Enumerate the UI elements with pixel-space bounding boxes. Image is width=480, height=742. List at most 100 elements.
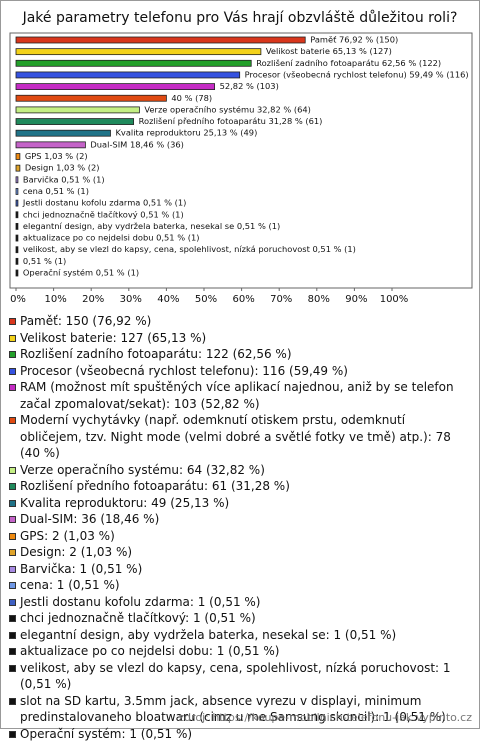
bar xyxy=(16,60,251,66)
bar-label: Velikost baterie 65,13 % (127) xyxy=(266,46,392,56)
legend-swatch xyxy=(9,731,16,738)
bar xyxy=(16,188,18,194)
legend-label: Kvalita reproduktoru: 49 (25,13 %) xyxy=(20,496,229,510)
legend-label: Rozlišení předního fotoaparátu: 61 (31,2… xyxy=(20,479,290,493)
bar-label: Paměť 76,92 % (150) xyxy=(310,35,398,45)
bar xyxy=(16,72,240,78)
legend-item: cena: 1 (0,51 %) xyxy=(8,577,470,594)
bar xyxy=(16,142,85,148)
bar-label: Design 1,03 % (2) xyxy=(25,163,100,173)
x-tick-label: 10% xyxy=(44,294,66,305)
bar-label: 0,51 % (1) xyxy=(23,256,66,266)
x-tick-label: 50% xyxy=(195,294,217,305)
bar xyxy=(16,235,18,241)
legend-item: Verze operačního systému: 64 (32,82 %) xyxy=(8,462,470,479)
legend-swatch xyxy=(9,566,16,573)
x-tick-label: 80% xyxy=(308,294,330,305)
legend-item: Rozlišení zadního fotoaparátu: 122 (62,5… xyxy=(8,346,470,363)
bar xyxy=(16,119,134,125)
x-tick-label: 0% xyxy=(10,294,26,305)
x-tick-label: 90% xyxy=(345,294,367,305)
bar-label: Rozlišení předního fotoaparátu 31,28 % (… xyxy=(139,116,323,126)
legend-label: elegantní design, aby vydržela baterka, … xyxy=(20,628,396,642)
legend-label: Velikost baterie: 127 (65,13 %) xyxy=(20,331,206,345)
x-tick-label: 30% xyxy=(120,294,142,305)
x-tick-label: 60% xyxy=(232,294,254,305)
bar-label: aktualizace po co nejdelsi dobu 0,51 % (… xyxy=(23,233,200,243)
legend-label: Barvička: 1 (0,51 %) xyxy=(20,562,142,576)
legend-swatch xyxy=(9,665,16,672)
legend-label: Design: 2 (1,03 %) xyxy=(20,545,132,559)
legend-label: RAM (možnost mít spuštěných více aplikac… xyxy=(20,380,454,411)
legend-swatch xyxy=(9,351,16,358)
legend-label: velikost, aby se vlezl do kapsy, cena, s… xyxy=(20,661,451,692)
legend-swatch xyxy=(9,615,16,622)
legend-item: GPS: 2 (1,03 %) xyxy=(8,528,470,545)
bar-label: cena 0,51 % (1) xyxy=(23,186,89,196)
bar xyxy=(16,200,18,206)
bar xyxy=(16,270,18,276)
legend-label: Rozlišení zadního fotoaparátu: 122 (62,5… xyxy=(20,347,292,361)
bar-label: 40 % (78) xyxy=(171,93,212,103)
legend-swatch xyxy=(9,500,16,507)
bar-label: chci jednoznačně tlačítkový 0,51 % (1) xyxy=(23,209,184,219)
bar xyxy=(16,130,110,136)
legend-swatch xyxy=(9,582,16,589)
bar-label: Procesor (všeobecná rychlost telefonu) 5… xyxy=(245,69,469,79)
source: zdroj: https://koupe-mobilnich-telefonu-… xyxy=(178,711,472,724)
bar-label: Operační systém 0,51 % (1) xyxy=(23,268,139,278)
legend-label: aktualizace po co nejdelsi dobu: 1 (0,51… xyxy=(20,644,279,658)
bar xyxy=(16,165,20,171)
legend-swatch xyxy=(9,516,16,523)
chart: Jaké parametry telefonu pro Vás hrají ob… xyxy=(0,0,480,310)
legend-swatch xyxy=(9,467,16,474)
bar-label: elegantní design, aby vydržela baterka, … xyxy=(23,221,280,231)
legend-swatch xyxy=(9,533,16,540)
bar-label: Kvalita reproduktoru 25,13 % (49) xyxy=(115,128,257,138)
legend-swatch xyxy=(9,368,16,375)
legend-label: Dual-SIM: 36 (18,46 %) xyxy=(20,512,159,526)
legend-item: Kvalita reproduktoru: 49 (25,13 %) xyxy=(8,495,470,512)
legend-item: Operační systém: 1 (0,51 %) xyxy=(8,726,470,742)
bar xyxy=(16,258,18,264)
legend-label: Procesor (všeobecná rychlost telefonu): … xyxy=(20,364,348,378)
bar-label: GPS 1,03 % (2) xyxy=(25,151,88,161)
legend-swatch xyxy=(9,648,16,655)
legend-label: Verze operačního systému: 64 (32,82 %) xyxy=(20,463,265,477)
legend-item: Barvička: 1 (0,51 %) xyxy=(8,561,470,578)
legend-item: Moderní vychytávky (např. odemknutí otis… xyxy=(8,412,470,462)
bar-label: Jestli dostanu kofolu zdarma 0,51 % (1) xyxy=(22,198,186,208)
legend-swatch xyxy=(9,632,16,639)
bar xyxy=(16,49,261,55)
bar xyxy=(16,177,18,183)
bar-label: Verze operačního systému 32,82 % (64) xyxy=(144,104,311,114)
legend-label: Jestli dostanu kofolu zdarma: 1 (0,51 %) xyxy=(20,595,260,609)
legend-item: Dual-SIM: 36 (18,46 %) xyxy=(8,511,470,528)
legend-item: velikost, aby se vlezl do kapsy, cena, s… xyxy=(8,660,470,693)
legend-swatch xyxy=(9,599,16,606)
legend-item: Jestli dostanu kofolu zdarma: 1 (0,51 %) xyxy=(8,594,470,611)
legend-item: RAM (možnost mít spuštěných více aplikac… xyxy=(8,379,470,412)
legend-item: Design: 2 (1,03 %) xyxy=(8,544,470,561)
bar xyxy=(16,223,18,229)
chart-title: Jaké parametry telefonu pro Vás hrají ob… xyxy=(22,10,458,26)
x-tick-label: 70% xyxy=(270,294,292,305)
legend-item: Velikost baterie: 127 (65,13 %) xyxy=(8,330,470,347)
legend-swatch xyxy=(9,549,16,556)
bar xyxy=(16,37,305,43)
x-tick-label: 100% xyxy=(380,294,409,305)
legend-swatch xyxy=(9,335,16,342)
legend-item: elegantní design, aby vydržela baterka, … xyxy=(8,627,470,644)
legend-swatch xyxy=(9,318,16,325)
legend-item: Rozlišení předního fotoaparátu: 61 (31,2… xyxy=(8,478,470,495)
legend-swatch xyxy=(9,384,16,391)
legend-item: chci jednoznačně tlačítkový: 1 (0,51 %) xyxy=(8,610,470,627)
bar xyxy=(16,247,18,253)
legend: Paměť: 150 (76,92 %)Velikost baterie: 12… xyxy=(8,313,470,742)
bar-label: velikost, aby se vlezl do kapsy, cena, s… xyxy=(23,244,356,254)
legend-swatch xyxy=(9,483,16,490)
bar xyxy=(16,107,139,113)
legend-swatch xyxy=(9,417,16,424)
legend-label: chci jednoznačně tlačítkový: 1 (0,51 %) xyxy=(20,611,256,625)
bar-label: Dual-SIM 18,46 % (36) xyxy=(90,139,183,149)
